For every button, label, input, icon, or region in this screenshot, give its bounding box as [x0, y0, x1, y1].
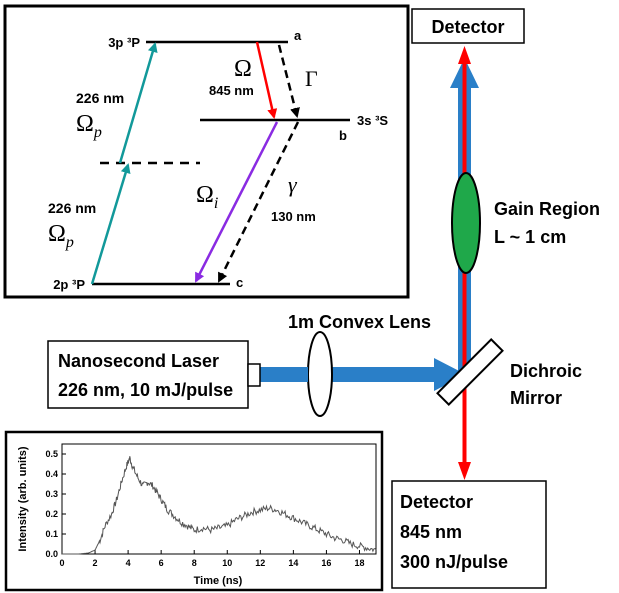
y-tick-label: 0.1 [45, 529, 58, 539]
omega-p-lower: Ωp [48, 221, 74, 251]
x-tick-label: 16 [321, 558, 331, 568]
pump-wavelength-upper: 226 nm [76, 90, 124, 106]
dichroic-mirror [436, 338, 504, 406]
x-tick-label: 2 [93, 558, 98, 568]
laser-label-line2: 226 nm, 10 mJ/pulse [58, 380, 233, 400]
detector-bottom-line1: Detector [400, 492, 473, 512]
omega-symbol: Ω [234, 56, 252, 82]
x-tick-label: 0 [59, 558, 64, 568]
omega-845-arrow [255, 41, 278, 119]
gamma-big-symbol: Γ [305, 66, 318, 91]
level-diagram: 3p ³P a 3s ³S b 2p ³P c 226 nm Ωp 226 nm… [3, 4, 410, 299]
mirror-label-line1: Dichroic [510, 361, 582, 381]
x-tick-label: 10 [222, 558, 232, 568]
omega-i-arrow [194, 121, 279, 283]
pump-arrow-lower [90, 163, 131, 285]
omega-i-label: Ωi [196, 182, 218, 212]
x-tick-label: 18 [354, 558, 364, 568]
gamma-wavelength: 130 nm [271, 209, 316, 224]
gain-region-label: Gain Region [494, 199, 600, 219]
red-beam-arrow-down [458, 462, 471, 480]
chart-plot-area [61, 443, 377, 555]
y-tick-label: 0.4 [45, 469, 58, 479]
chart-xlabel: Time (ns) [194, 575, 243, 587]
x-tick-label: 4 [126, 558, 131, 568]
detector-bottom-box [391, 480, 547, 589]
chart-frame [4, 430, 384, 592]
y-tick-label: 0.0 [45, 549, 58, 559]
laser-box [47, 340, 249, 409]
lens-label: 1m Convex Lens [288, 312, 431, 332]
gamma-small-arrow [217, 121, 300, 283]
laser-label-line1: Nanosecond Laser [58, 351, 219, 371]
gain-region-length: L ~ 1 cm [494, 227, 566, 247]
chart-ylabel: Intensity (arb. units) [17, 446, 29, 551]
level-c-label: 2p ³P [53, 277, 85, 292]
gain-region-ellipse [451, 172, 481, 274]
laser-aperture [247, 363, 261, 387]
y-tick-label: 0.3 [45, 489, 58, 499]
level-a-letter: a [294, 28, 302, 43]
detector-top-label: Detector [431, 17, 504, 37]
red-beam-arrow-up [458, 46, 471, 64]
series-line [62, 456, 377, 555]
gamma-small-symbol: γ [288, 172, 298, 197]
level-b-letter: b [339, 128, 347, 143]
level-b-label: 3s ³S [357, 113, 388, 128]
x-tick-label: 8 [192, 558, 197, 568]
x-tick-label: 6 [159, 558, 164, 568]
pump-wavelength-lower: 226 nm [48, 200, 96, 216]
x-tick-label: 14 [288, 558, 298, 568]
level-c-letter: c [236, 275, 243, 290]
pump-arrow-upper [118, 42, 158, 164]
y-tick-label: 0.5 [45, 449, 58, 459]
omega-wavelength: 845 nm [209, 83, 254, 98]
y-tick-label: 0.2 [45, 509, 58, 519]
level-diagram-frame [3, 4, 410, 299]
intensity-chart: 0 2 4 6 8 10 12 14 16 18 0.0 0.1 0.2 0.3 0.4 0.5 Time (… [4, 430, 384, 592]
pump-beam-arrowhead [434, 358, 466, 391]
mirror-label-line2: Mirror [510, 388, 562, 408]
omega-p-upper: Ωp [76, 111, 102, 141]
x-tick-label: 12 [255, 558, 265, 568]
experimental-setup: Gain Region L ~ 1 cm Detector 1m Convex … [47, 8, 600, 589]
convex-lens [307, 331, 333, 417]
detector-bottom-line3: 300 nJ/pulse [400, 552, 508, 572]
level-a-label: 3p ³P [108, 35, 140, 50]
detector-top-box [411, 8, 525, 44]
detector-bottom-line2: 845 nm [400, 522, 462, 542]
chart-ticks: 0 2 4 6 8 10 12 14 16 18 0.0 0.1 0.2 0.3 0.4 0.5 [45, 449, 364, 568]
